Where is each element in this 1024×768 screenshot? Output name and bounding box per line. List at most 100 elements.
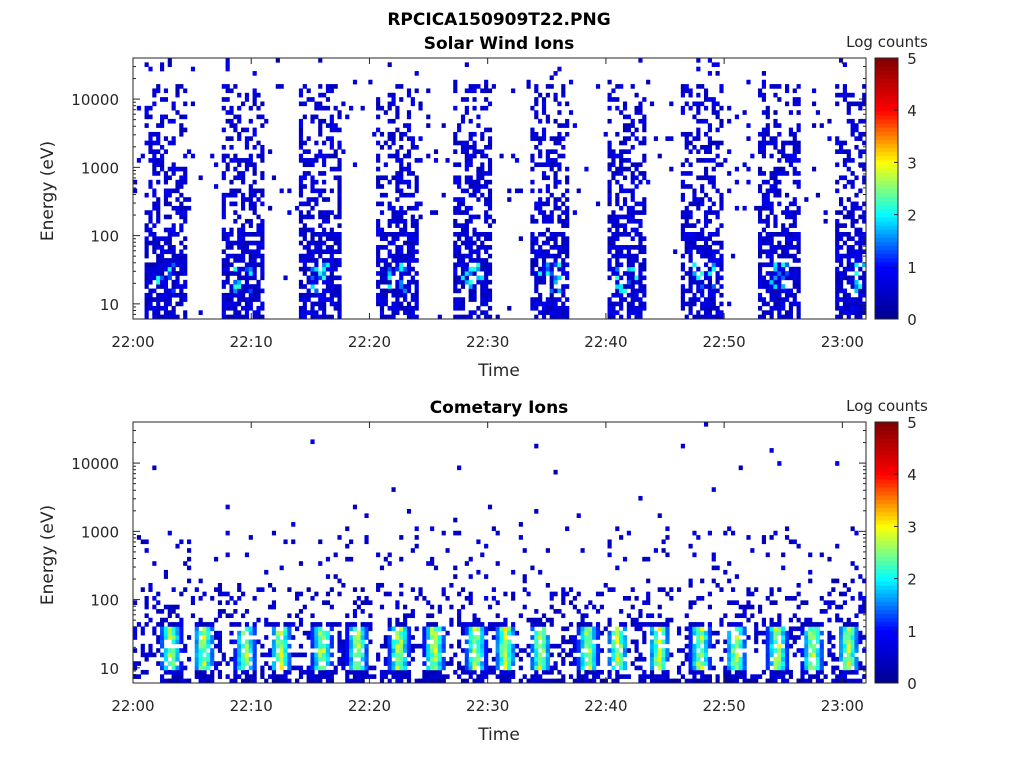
heatmap-cell — [252, 292, 257, 298]
heatmap-cell — [329, 271, 334, 276]
heatmap-cell — [599, 604, 604, 610]
heatmap-cell — [703, 271, 709, 276]
heatmap-cell — [835, 92, 840, 98]
heatmap-cell — [329, 249, 334, 255]
heatmap-cell — [468, 284, 473, 289]
heatmap-cell — [549, 262, 554, 268]
heatmap-cell — [310, 439, 315, 445]
heatmap-cell — [383, 591, 388, 597]
heatmap-cell — [237, 158, 242, 163]
heatmap-cell — [391, 487, 396, 492]
heatmap-cell — [260, 114, 265, 120]
heatmap-cell — [715, 188, 720, 194]
heatmap-cell — [561, 266, 566, 272]
heatmap-cell — [846, 301, 851, 307]
heatmap-cell — [796, 310, 801, 315]
heatmap-cell — [387, 552, 392, 558]
heatmap-cell — [453, 245, 458, 250]
heatmap-cell — [175, 678, 180, 684]
heatmap-cell — [225, 136, 230, 141]
heatmap-cell — [646, 79, 651, 85]
heatmap-cell — [696, 288, 701, 294]
heatmap-cell — [850, 210, 855, 215]
heatmap-cell — [241, 643, 246, 649]
heatmap-cell — [796, 232, 801, 237]
heatmap-cell — [148, 105, 153, 111]
heatmap-cell — [842, 175, 848, 181]
heatmap-cell — [862, 240, 867, 246]
heatmap-cell — [244, 678, 250, 684]
heatmap-cell — [738, 656, 743, 662]
heatmap-cell — [746, 678, 751, 684]
heatmap-cell — [333, 232, 338, 237]
heatmap-cell — [611, 158, 616, 163]
heatmap-cell — [703, 656, 709, 662]
heatmap-cell — [746, 179, 751, 185]
heatmap-cell — [325, 197, 331, 202]
heatmap-cell — [580, 626, 585, 632]
heatmap-cell — [534, 88, 539, 94]
heatmap-cell — [194, 661, 199, 666]
heatmap-cell — [727, 665, 732, 671]
heatmap-cell — [144, 236, 149, 241]
heatmap-cell — [260, 201, 265, 207]
heatmap-cell — [619, 305, 624, 311]
heatmap-cell — [572, 210, 577, 215]
heatmap-cell — [530, 179, 535, 185]
heatmap-cell — [723, 569, 728, 575]
heatmap-cell — [144, 253, 149, 259]
heatmap-cell — [565, 101, 570, 107]
heatmap-cell — [653, 622, 658, 627]
heatmap-cell — [630, 604, 635, 610]
heatmap-cell — [626, 596, 631, 601]
heatmap-cell — [696, 110, 701, 115]
heatmap-cell — [333, 665, 338, 671]
heatmap-cell — [711, 284, 716, 289]
heatmap-cell — [711, 240, 716, 246]
heatmap-cell — [680, 648, 685, 653]
heatmap-cell — [773, 292, 778, 298]
heatmap-cell — [260, 314, 265, 320]
heatmap-cell — [322, 630, 327, 636]
heatmap-cell — [360, 105, 365, 111]
heatmap-cell — [607, 192, 612, 198]
heatmap-cell — [248, 192, 253, 198]
heatmap-cell — [761, 630, 766, 636]
heatmap-cell — [719, 284, 724, 289]
heatmap-cell — [765, 253, 770, 259]
heatmap-cell — [403, 639, 408, 645]
heatmap-cell — [684, 626, 689, 632]
heatmap-cell — [460, 271, 466, 276]
heatmap-cell — [700, 232, 705, 237]
heatmap-cell — [630, 310, 635, 315]
heatmap-cell — [314, 240, 319, 246]
heatmap-cell — [225, 192, 230, 198]
heatmap-cell — [295, 678, 300, 684]
heatmap-cell — [183, 561, 188, 566]
heatmap-cell — [688, 678, 693, 684]
heatmap-cell — [333, 214, 338, 220]
heatmap-cell — [395, 643, 400, 649]
heatmap-cell — [387, 678, 392, 684]
heatmap-cell — [858, 266, 863, 272]
heatmap-cell — [615, 292, 620, 298]
heatmap-cell — [430, 526, 435, 532]
heatmap-cell — [144, 613, 149, 619]
heatmap-cell — [642, 127, 647, 133]
heatmap-cell — [160, 66, 165, 72]
heatmap-cell — [842, 301, 848, 307]
heatmap-cell — [426, 648, 431, 653]
heatmap-cell — [723, 665, 728, 671]
heatmap-cell — [565, 591, 570, 597]
heatmap-cell — [144, 262, 149, 268]
heatmap-cell — [858, 232, 863, 237]
heatmap-cell — [784, 297, 790, 302]
heatmap-cell — [545, 84, 550, 89]
heatmap-cell — [553, 609, 558, 614]
heatmap-cell — [545, 678, 550, 684]
heatmap-cell — [838, 310, 844, 315]
heatmap-cell — [256, 245, 261, 250]
heatmap-cell — [310, 678, 315, 684]
heatmap-cell — [426, 123, 431, 128]
heatmap-cell — [244, 656, 250, 662]
